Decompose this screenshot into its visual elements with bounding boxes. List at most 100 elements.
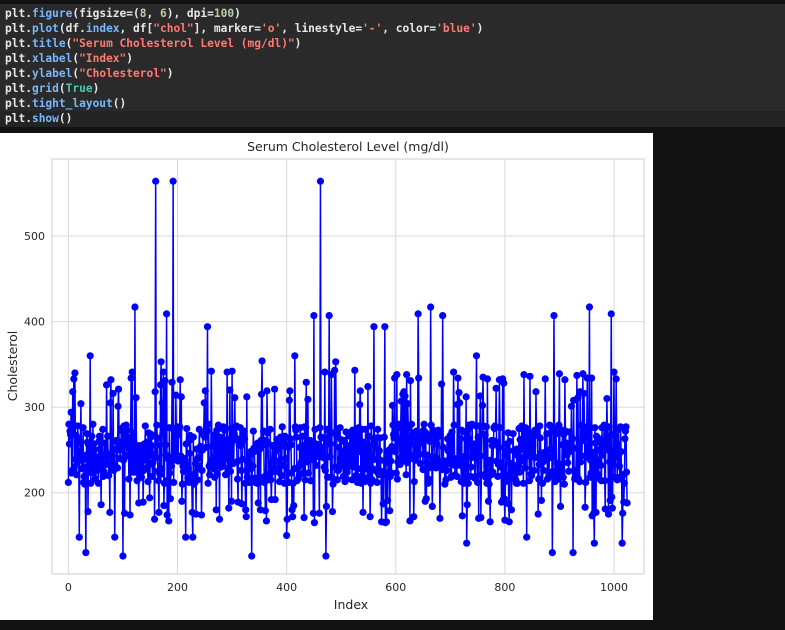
y-axis-label: Cholesterol (5, 331, 20, 402)
data-point (572, 444, 580, 452)
data-point (604, 446, 612, 454)
data-point (201, 387, 209, 395)
data-point (261, 507, 269, 515)
data-point (289, 513, 297, 521)
data-point (565, 428, 573, 436)
chart-title: Serum Cholesterol Level (mg/dl) (247, 139, 449, 154)
data-point (76, 438, 84, 446)
code-token: ylabel (31, 67, 73, 80)
data-point (622, 468, 631, 476)
data-point (82, 549, 90, 557)
data-point (446, 440, 454, 448)
y-tick-label: 500 (24, 230, 45, 243)
data-point (416, 450, 424, 458)
data-point (326, 453, 334, 461)
cholesterol-line-chart: 0 200 400 600 800 1000 200 300 400 500 Serum Chol… (5, 139, 645, 612)
data-point (380, 433, 388, 441)
data-point (309, 509, 317, 517)
data-point (513, 479, 522, 487)
data-point (612, 375, 620, 383)
code-token: '-' (362, 22, 383, 35)
data-point (160, 501, 168, 510)
data-point (119, 552, 127, 560)
data-point (392, 430, 400, 439)
data-point (74, 422, 82, 430)
data-point (333, 476, 341, 484)
data-point (226, 386, 234, 394)
code-token: xlabel (31, 52, 73, 65)
data-point (65, 420, 73, 428)
data-point (401, 392, 409, 400)
data-point (557, 460, 565, 469)
data-point (359, 508, 367, 516)
data-point (129, 429, 137, 437)
data-point (194, 476, 202, 484)
data-point (516, 468, 524, 476)
data-point (250, 448, 259, 456)
data-point (282, 463, 290, 471)
data-point (81, 480, 89, 488)
data-point (319, 454, 327, 462)
code-token: plt. (5, 112, 32, 125)
data-point (357, 472, 365, 481)
data-point (203, 426, 211, 434)
data-point (72, 471, 81, 479)
data-point (590, 539, 598, 547)
data-point (104, 432, 112, 440)
data-point (425, 464, 433, 472)
code-token: , color= (382, 22, 437, 35)
data-point (301, 476, 309, 484)
code-line: plt.plot(df.index, df["chol"], marker='o… (5, 21, 483, 36)
data-point (167, 462, 176, 470)
data-point (574, 394, 582, 402)
data-point (212, 506, 220, 514)
data-point (106, 399, 114, 407)
data-point (581, 503, 589, 511)
data-point (420, 420, 428, 428)
data-point (80, 472, 88, 481)
data-point (387, 457, 395, 465)
data-point (90, 446, 99, 454)
data-point (319, 443, 327, 451)
data-point (356, 387, 364, 395)
data-point (472, 352, 481, 360)
data-point (561, 376, 569, 384)
data-point (525, 436, 533, 445)
data-point (325, 311, 333, 320)
data-point (65, 440, 74, 448)
code-token: "Index" (79, 52, 127, 65)
code-token: plt. (5, 7, 32, 20)
data-point (559, 473, 567, 481)
data-point (270, 464, 278, 472)
code-token: ( (72, 52, 80, 65)
data-point (93, 466, 101, 475)
code-token: (df. (58, 22, 86, 35)
code-token: "Cholesterol" (79, 67, 167, 80)
data-point (316, 424, 324, 432)
data-point (541, 375, 549, 383)
data-point (415, 440, 423, 448)
code-cell-last-line[interactable]: plt.show() (0, 111, 785, 127)
code-cell[interactable]: plt.figure(figsize=(8, 6), dpi=100) plt.p… (0, 4, 785, 111)
data-point (537, 496, 546, 505)
data-point (67, 408, 75, 416)
y-tick-label: 400 (24, 316, 45, 329)
data-point (168, 378, 176, 386)
data-point (621, 435, 629, 443)
data-point (362, 425, 370, 433)
data-point (607, 310, 615, 318)
data-point (147, 430, 155, 439)
data-point (393, 371, 401, 379)
code-token: ], marker= (193, 22, 262, 35)
data-point (548, 549, 556, 557)
data-point (487, 456, 495, 464)
data-point (365, 432, 373, 440)
data-point (536, 434, 544, 442)
data-point (613, 440, 621, 448)
code-token: plt. (5, 37, 32, 50)
data-point (189, 533, 197, 541)
data-point (617, 448, 625, 456)
data-point (373, 478, 381, 487)
data-point (568, 435, 577, 443)
data-point (245, 478, 253, 487)
